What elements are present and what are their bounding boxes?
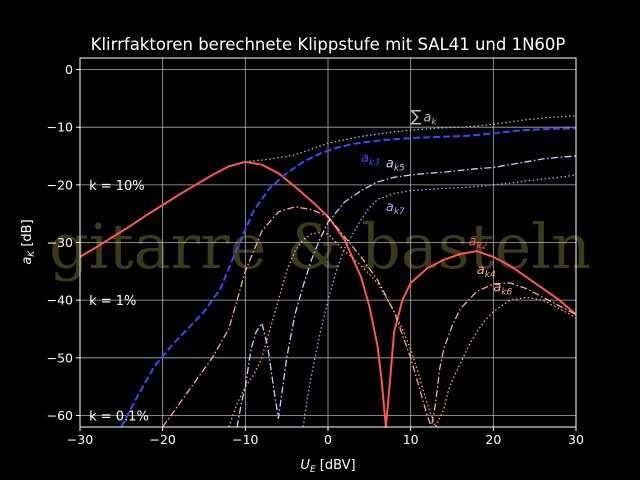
series-label: ak2 <box>469 234 488 251</box>
reference-label: k = 1% <box>89 294 136 309</box>
x-tick-label: −30 <box>67 432 93 447</box>
axis-ticks: −30 −20 −10 0 10 20 30 0 −10 −20 −30 −40 −50 −60 <box>47 62 584 447</box>
x-tick-label: −20 <box>149 432 175 447</box>
series-line <box>120 127 577 428</box>
reference-label: k = 10% <box>89 179 145 194</box>
series-label: ak7 <box>386 200 405 217</box>
x-tick-label: 30 <box>568 432 584 447</box>
series-labels: ∑ ak ak2 ak3 ak4 ak5 ak6 ak7 <box>361 106 512 297</box>
y-axis-label: aK [dB] <box>20 219 37 264</box>
x-tick-label: 20 <box>485 432 501 447</box>
x-tick-label: −10 <box>232 432 258 447</box>
reference-label: k = 0.1% <box>89 409 149 424</box>
watermark-text: gitarre & basteln <box>49 210 591 283</box>
series-layer <box>79 115 577 428</box>
x-tick-label: 0 <box>324 432 332 447</box>
x-tick-label: 10 <box>403 432 419 447</box>
series-line <box>79 160 577 428</box>
y-tick-label: 0 <box>65 62 73 77</box>
y-tick-label: −20 <box>47 177 73 192</box>
series-line <box>162 206 577 428</box>
series-line <box>236 155 577 428</box>
chart-title: Klirrfaktoren berechnete Klippstufe mit … <box>91 35 566 54</box>
series-label: ak6 <box>493 281 512 298</box>
series-label: ak4 <box>477 263 496 280</box>
y-tick-label: −30 <box>47 235 73 250</box>
series-label: ak5 <box>386 157 405 174</box>
series-label: ∑ ak <box>411 106 438 127</box>
reference-labels: k = 10% k = 1% k = 0.1% <box>89 179 149 425</box>
series-line <box>302 174 577 428</box>
y-tick-label: −50 <box>47 350 73 365</box>
y-tick-label: −10 <box>47 120 73 135</box>
series-line <box>245 115 577 163</box>
series-label: ak3 <box>361 151 380 168</box>
y-tick-label: −60 <box>47 408 73 423</box>
x-axis-label: UE [dBV] <box>300 458 355 475</box>
y-tick-label: −40 <box>47 293 73 308</box>
